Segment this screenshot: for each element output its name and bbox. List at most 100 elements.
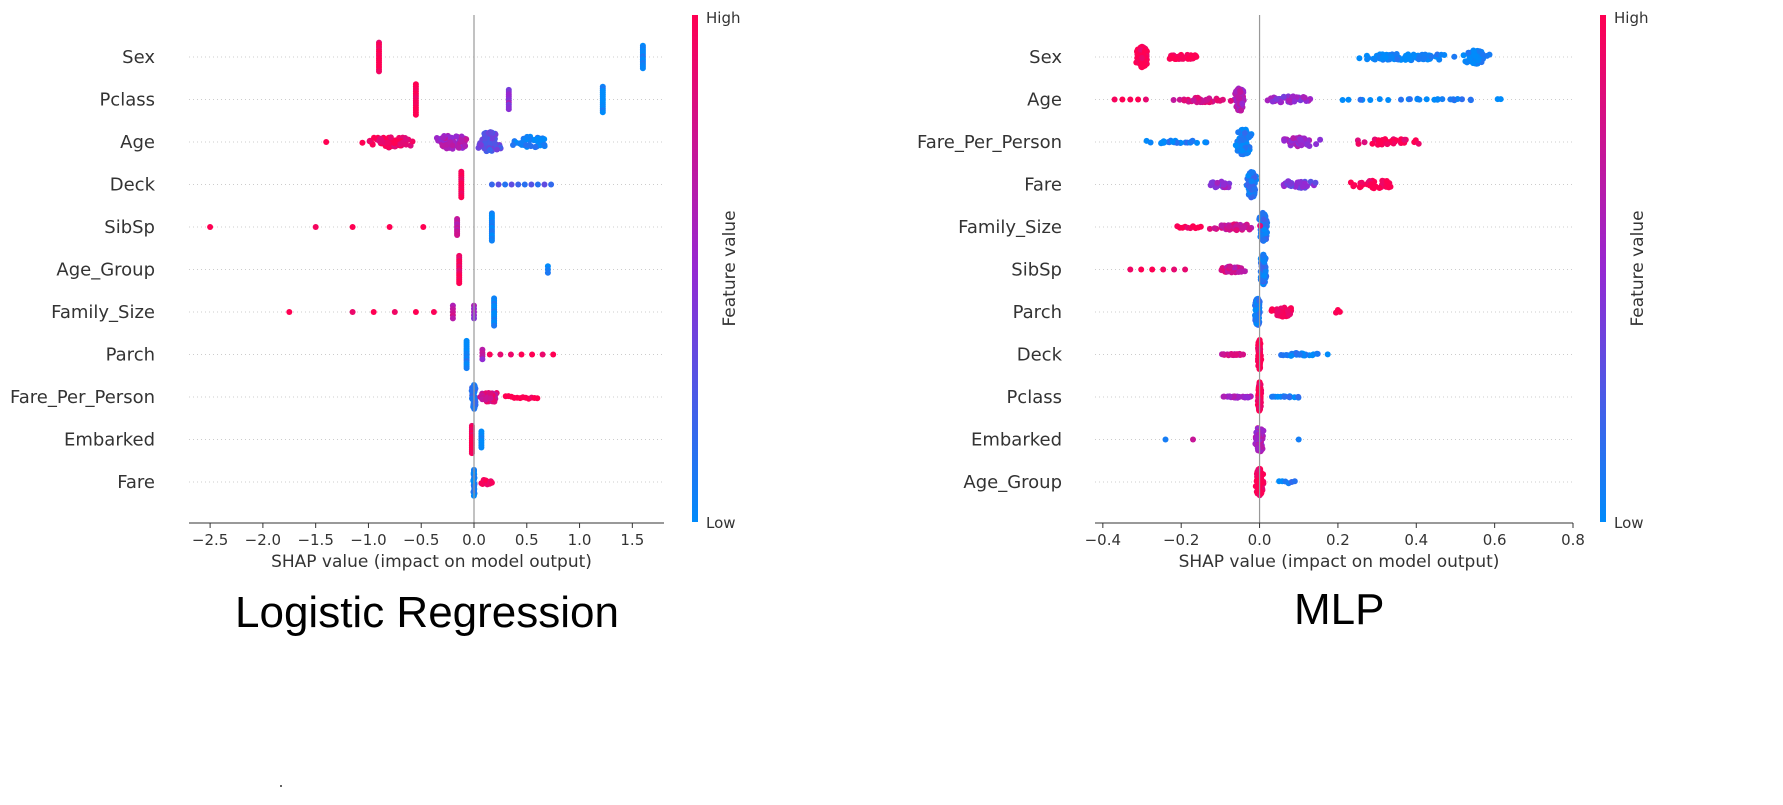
shap-point (1233, 222, 1240, 229)
shap-point (1297, 136, 1303, 143)
shap-point (1259, 470, 1265, 477)
shap-point (482, 135, 489, 142)
feature-label: SibSp (104, 217, 155, 238)
shap-point (376, 68, 382, 75)
shap-point (1237, 88, 1244, 95)
shap-point (487, 395, 494, 402)
shap-point (1345, 96, 1352, 103)
x-tick-label: 0.4 (1404, 531, 1428, 549)
shap-point (1240, 351, 1247, 358)
shap-point (1312, 179, 1319, 186)
shap-point (349, 309, 356, 315)
shap-point (1233, 351, 1240, 358)
shap-point (1147, 139, 1154, 146)
shap-point (1221, 393, 1228, 400)
shap-point (1383, 178, 1390, 184)
shap-point (1476, 48, 1483, 55)
shap-point (1135, 96, 1142, 103)
shap-point (1295, 436, 1302, 443)
shap-point (493, 146, 500, 153)
shap-point (1181, 97, 1188, 104)
shap-point (323, 139, 330, 145)
shap-point (386, 224, 393, 230)
shap-point (534, 181, 541, 188)
x-tick-label: 0.6 (1483, 531, 1507, 549)
shap-point (1451, 53, 1458, 60)
feature-label: Pclass (1006, 387, 1062, 408)
shap-panel-logistic-regression: Sex Pclass Age Deck SibSp Age_Group Family_Siz… (10, 9, 740, 572)
shap-point (1460, 52, 1467, 59)
shap-point (1317, 136, 1324, 143)
feature-label: Age (120, 132, 155, 153)
shap-point (508, 181, 515, 188)
shap-point (1261, 226, 1268, 233)
feature-label: Sex (1029, 47, 1062, 68)
shap-point (1376, 96, 1383, 103)
shap-point (1324, 351, 1331, 358)
shap-point (1439, 96, 1446, 103)
shap-point (529, 351, 536, 358)
shap-point (1299, 183, 1306, 190)
shap-point (1269, 393, 1275, 400)
shap-point (1253, 434, 1260, 441)
shap-point (639, 65, 646, 72)
shap-point (1218, 222, 1225, 229)
x-tick-label: 0.0 (462, 531, 486, 549)
shap-point (1475, 57, 1482, 64)
shap-point (528, 181, 535, 188)
shap-point (1260, 236, 1267, 243)
feature-label: Age (1027, 90, 1062, 111)
shap-point (1247, 132, 1254, 139)
shap-point (1278, 352, 1285, 358)
shap-point (1197, 223, 1204, 230)
shap-point (515, 181, 522, 188)
shap-point (1252, 307, 1259, 313)
shap-point (532, 144, 539, 150)
shap-point (1202, 139, 1209, 146)
shap-point (1171, 266, 1178, 273)
shap-point (505, 106, 512, 113)
shap-point (1296, 351, 1303, 358)
shap-point (1388, 53, 1395, 60)
shap-point (1406, 54, 1413, 61)
shap-point (1301, 94, 1308, 101)
shap-point (1467, 96, 1474, 103)
x-tick-label: 0.8 (1561, 531, 1585, 549)
shap-point (456, 280, 463, 287)
shap-point (286, 309, 293, 315)
shap-point (1255, 362, 1262, 369)
shap-point (440, 134, 447, 141)
shap-point (507, 351, 514, 358)
shap-point (1226, 393, 1233, 400)
shap-point (1382, 54, 1389, 61)
shap-point (1260, 216, 1267, 223)
shap-point (550, 351, 557, 358)
shap-point (1364, 56, 1371, 63)
shap-point (1385, 97, 1392, 103)
shap-point (403, 141, 410, 148)
shap-point (1415, 56, 1422, 63)
shap-point (1486, 51, 1493, 58)
shap-point (430, 309, 437, 315)
shap-point (1355, 140, 1362, 147)
shap-point (385, 144, 392, 150)
shap-point (449, 315, 456, 322)
shap-point (1291, 478, 1298, 485)
shap-point (541, 181, 548, 188)
shap-point (1238, 147, 1245, 154)
shap-point (1254, 317, 1261, 324)
shap-point (1398, 96, 1404, 103)
shap-point (1214, 179, 1221, 186)
shap-point (397, 141, 404, 148)
shap-point (1141, 48, 1148, 55)
shap-point (544, 269, 551, 276)
shap-point (1357, 96, 1364, 103)
feature-label: Fare_Per_Person (917, 132, 1062, 153)
shap-point (486, 147, 493, 153)
shap-point (1497, 96, 1504, 103)
shap-point (1179, 53, 1186, 60)
shap-point (1233, 227, 1240, 234)
shap-point (1170, 97, 1177, 103)
shap-point (1367, 97, 1374, 103)
